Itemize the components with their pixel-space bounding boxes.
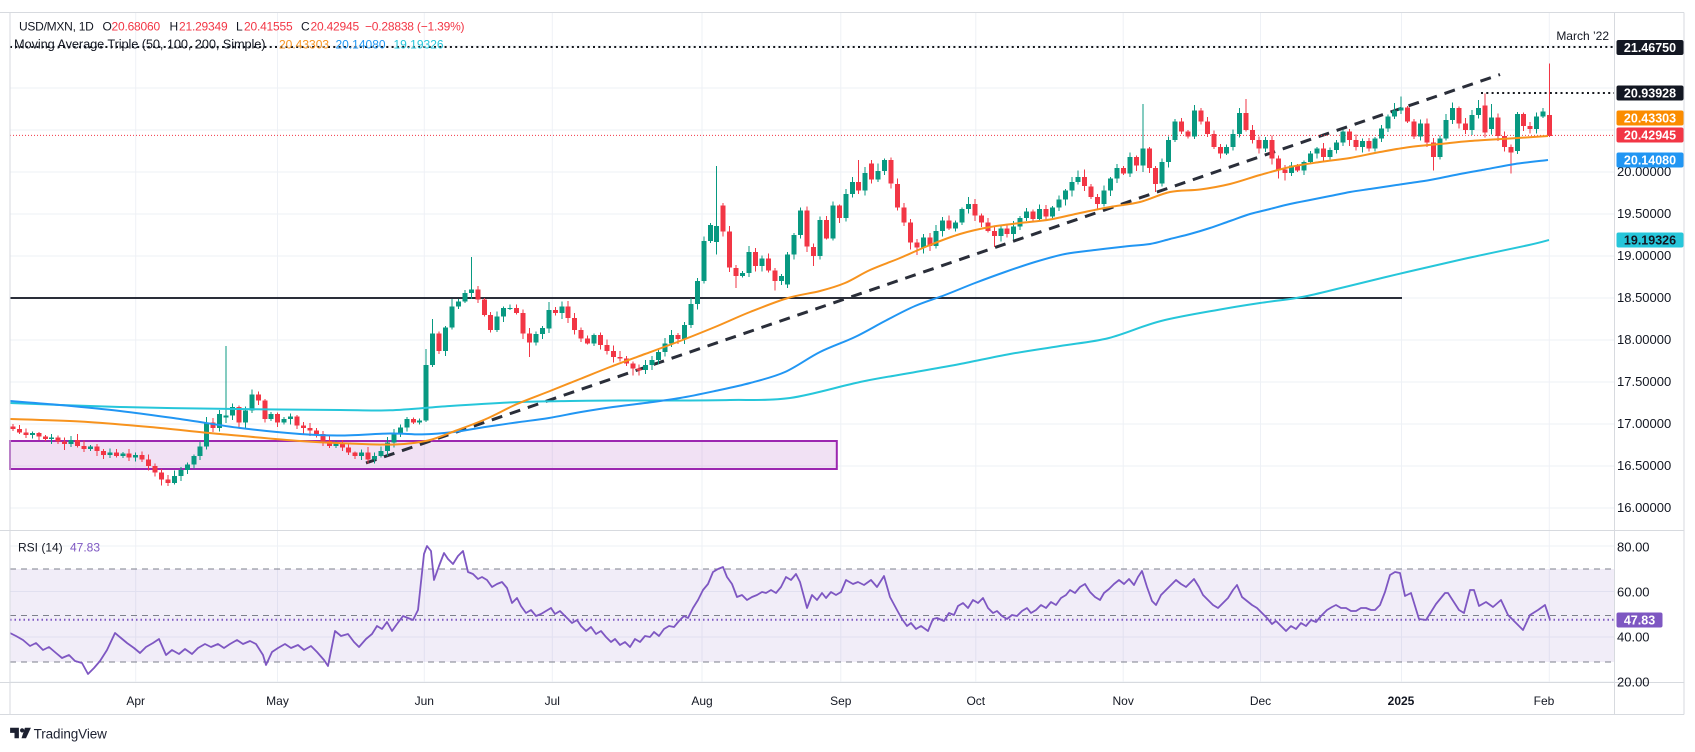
svg-text:Oct: Oct — [966, 694, 985, 708]
svg-text:17.00000: 17.00000 — [1617, 416, 1671, 431]
svg-text:21.29349: 21.29349 — [179, 20, 228, 34]
svg-text:L: L — [236, 20, 243, 34]
svg-text:Jun: Jun — [415, 694, 434, 708]
svg-text:20.00: 20.00 — [1617, 675, 1650, 690]
svg-text:Sep: Sep — [830, 694, 852, 708]
svg-text:March ’22: March ’22 — [1556, 29, 1609, 43]
svg-text:2025: 2025 — [1388, 694, 1415, 708]
svg-text:Feb: Feb — [1534, 694, 1555, 708]
svg-text:Jul: Jul — [545, 694, 560, 708]
svg-text:20.42945: 20.42945 — [1624, 129, 1676, 143]
svg-text:20.93928: 20.93928 — [1624, 87, 1676, 101]
svg-text:20.00000: 20.00000 — [1617, 164, 1671, 179]
svg-text:18.50000: 18.50000 — [1617, 290, 1671, 305]
svg-text:18.00000: 18.00000 — [1617, 332, 1671, 347]
svg-text:20.14080: 20.14080 — [336, 38, 386, 52]
svg-text:19.19326: 19.19326 — [394, 38, 444, 52]
svg-text:20.41555: 20.41555 — [244, 20, 293, 34]
svg-text:47.83: 47.83 — [70, 541, 100, 555]
svg-text:TradingView: TradingView — [34, 727, 108, 742]
svg-text:47.83: 47.83 — [1624, 614, 1655, 628]
svg-text:C: C — [301, 20, 310, 34]
svg-text:O: O — [103, 20, 112, 34]
svg-text:USD/MXN, 1D: USD/MXN, 1D — [19, 20, 94, 34]
svg-text:19.19326: 19.19326 — [1624, 234, 1676, 248]
svg-text:Nov: Nov — [1113, 694, 1134, 708]
svg-text:20.43303: 20.43303 — [279, 38, 329, 52]
svg-text:RSI (14): RSI (14) — [18, 541, 63, 555]
svg-text:20.68060: 20.68060 — [112, 20, 161, 34]
svg-text:Moving Average Triple (50, 100: Moving Average Triple (50, 100, 200, Sim… — [14, 37, 265, 52]
svg-text:−0.28838 (−1.39%): −0.28838 (−1.39%) — [365, 20, 465, 34]
svg-text:16.00000: 16.00000 — [1617, 500, 1671, 515]
svg-text:Apr: Apr — [126, 694, 145, 708]
svg-text:20.14080: 20.14080 — [1624, 154, 1676, 168]
svg-text:17.50000: 17.50000 — [1617, 374, 1671, 389]
svg-text:20.42945: 20.42945 — [311, 20, 360, 34]
svg-text:Aug: Aug — [691, 694, 712, 708]
svg-text:H: H — [170, 20, 178, 34]
svg-text:19.50000: 19.50000 — [1617, 206, 1671, 221]
svg-text:20.43303: 20.43303 — [1624, 112, 1676, 126]
svg-text:May: May — [266, 694, 289, 708]
svg-text:16.50000: 16.50000 — [1617, 458, 1671, 473]
svg-text:Dec: Dec — [1250, 694, 1271, 708]
svg-text:60.00: 60.00 — [1617, 585, 1650, 600]
svg-text:40.00: 40.00 — [1617, 630, 1650, 645]
svg-text:80.00: 80.00 — [1617, 540, 1650, 555]
svg-text:21.46750: 21.46750 — [1624, 41, 1676, 55]
svg-text:19.00000: 19.00000 — [1617, 248, 1671, 263]
